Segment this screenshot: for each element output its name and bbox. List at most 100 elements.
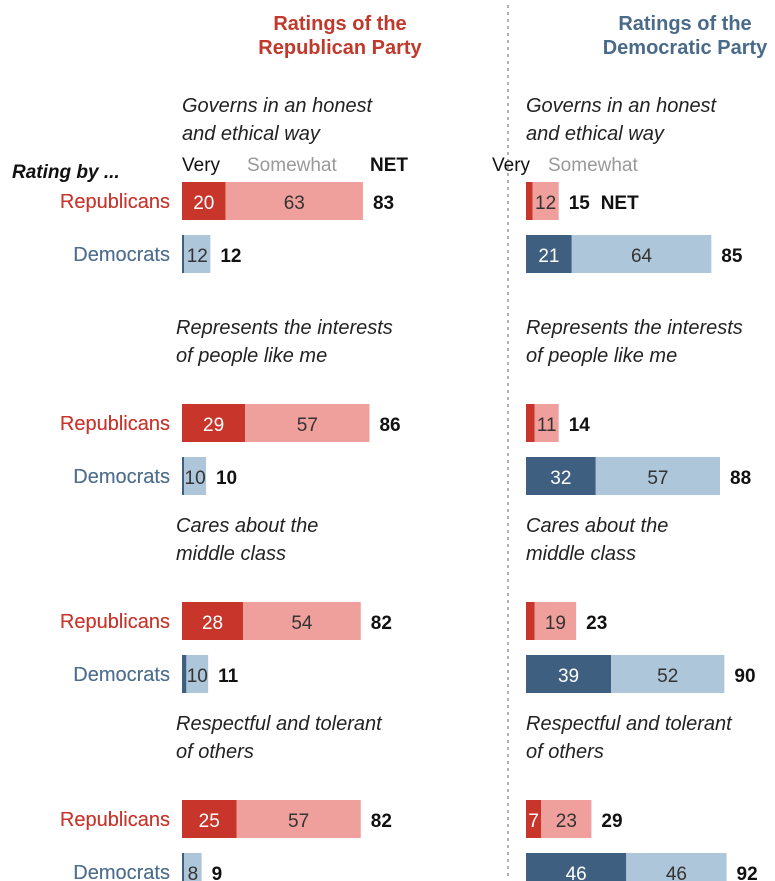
bar-very xyxy=(526,602,535,640)
bar-net-label: 88 xyxy=(730,468,751,489)
group-label-democrats: Democrats xyxy=(73,466,170,488)
bar-somewhat-label: 12 xyxy=(535,193,556,214)
bar-somewhat xyxy=(225,182,363,220)
group-label-republicans: Republicans xyxy=(60,611,170,633)
panel-title: Ratings of the xyxy=(618,13,751,35)
bar-somewhat xyxy=(571,235,712,273)
attribute-label: Governs in an honest xyxy=(182,95,374,117)
bar-very-label: 20 xyxy=(193,193,214,214)
bar-very xyxy=(182,235,185,273)
bar-very-label: 7 xyxy=(528,811,539,832)
bar-very xyxy=(182,182,226,220)
group-label-democrats: Democrats xyxy=(73,664,170,686)
bar-net-label: 90 xyxy=(734,666,755,687)
bar-somewhat xyxy=(184,457,206,495)
bar-net-label: 23 xyxy=(586,613,607,634)
bar-very xyxy=(526,655,612,693)
bar-somewhat xyxy=(534,602,577,640)
group-label-republicans: Republicans xyxy=(60,809,170,831)
bar-somewhat xyxy=(626,853,727,881)
bar-net-label: 83 xyxy=(373,193,394,214)
group-label-republicans: Republicans xyxy=(60,611,170,633)
bar-net-label: 12 xyxy=(220,246,241,267)
header-very: Very xyxy=(182,155,221,176)
bar-somewhat xyxy=(611,655,725,693)
bar-net-label: 82 xyxy=(371,613,392,634)
bar-somewhat-label: 12 xyxy=(187,246,208,267)
header-net: NET xyxy=(370,155,408,176)
bar-very xyxy=(182,602,244,640)
panel-title: Ratings of the xyxy=(273,13,406,35)
bar-very-label: 32 xyxy=(550,468,571,489)
attribute-label: middle class xyxy=(176,543,286,565)
bar-net-label: 86 xyxy=(379,415,400,436)
group-label-republicans: Republicans xyxy=(60,191,170,213)
group-label-republicans: Republicans xyxy=(60,191,170,213)
bar-net-label: 82 xyxy=(371,811,392,832)
bar-somewhat-label: 19 xyxy=(545,613,566,634)
attribute-label: of others xyxy=(176,741,254,763)
attribute-label: middle class xyxy=(526,543,636,565)
bar-somewhat xyxy=(186,655,209,693)
group-label-democrats: Democrats xyxy=(73,244,170,266)
group-label-democrats: Democrats xyxy=(73,664,170,686)
group-label-democrats: Democrats xyxy=(73,862,170,881)
bar-net-label: 85 xyxy=(721,246,743,267)
bar-net-label: 15 xyxy=(569,193,591,214)
group-label-republicans: Republicans xyxy=(60,809,170,831)
bar-somewhat-label: 10 xyxy=(185,468,206,489)
attribute-label: Respectful and tolerant xyxy=(176,713,383,735)
attribute-label: and ethical way xyxy=(526,123,665,145)
bar-net-label: 92 xyxy=(737,864,758,881)
header-somewhat: Somewhat xyxy=(247,155,337,176)
attribute-label: Represents the interests xyxy=(526,317,743,339)
bar-somewhat xyxy=(534,404,559,442)
bar-somewhat xyxy=(541,800,592,838)
header-very: Very xyxy=(492,155,531,176)
bar-very xyxy=(182,800,237,838)
bar-somewhat xyxy=(236,800,361,838)
bar-very xyxy=(526,404,535,442)
bar-very xyxy=(526,457,596,495)
bar-net-label: 11 xyxy=(218,666,239,687)
attribute-label: of people like me xyxy=(526,345,677,367)
bar-somewhat-label: 63 xyxy=(284,193,305,214)
bar-net-label: 9 xyxy=(212,864,223,881)
group-label-republicans: Republicans xyxy=(60,413,170,435)
attribute-label: of people like me xyxy=(176,345,327,367)
bar-net-label: 10 xyxy=(216,468,237,489)
group-label-democrats: Democrats xyxy=(73,244,170,266)
bar-somewhat-label: 57 xyxy=(297,415,318,436)
bar-somewhat-label: 54 xyxy=(291,613,313,634)
panel-title: Republican Party xyxy=(258,37,422,59)
bar-somewhat-label: 8 xyxy=(188,864,199,881)
bar-somewhat-label: 52 xyxy=(657,666,678,687)
attribute-label: of others xyxy=(526,741,604,763)
bar-somewhat-label: 10 xyxy=(187,666,208,687)
attribute-label: Cares about the xyxy=(176,515,318,537)
group-label-democrats: Democrats xyxy=(73,466,170,488)
group-label-democrats: Democrats xyxy=(73,862,170,881)
attribute-label: Represents the interests xyxy=(176,317,393,339)
bar-somewhat xyxy=(243,602,361,640)
bar-somewhat-label: 64 xyxy=(631,246,653,267)
bar-very-label: 21 xyxy=(538,246,559,267)
bar-very-label: 29 xyxy=(203,415,224,436)
bar-somewhat-label: 57 xyxy=(647,468,668,489)
bar-very xyxy=(526,853,627,881)
bar-somewhat-label: 11 xyxy=(537,415,557,436)
group-label-republicans: Republicans xyxy=(60,413,170,435)
bar-somewhat xyxy=(532,182,559,220)
bar-very-label: 28 xyxy=(202,613,223,634)
bar-very xyxy=(526,800,542,838)
bar-very-label: 25 xyxy=(199,811,220,832)
bar-somewhat xyxy=(184,853,202,881)
rating-by-label: Rating by ... xyxy=(12,162,120,183)
attribute-label: and ethical way xyxy=(182,123,321,145)
attribute-label: Governs in an honest xyxy=(526,95,718,117)
bar-somewhat-label: 46 xyxy=(666,864,687,881)
header-net: NET xyxy=(601,193,639,214)
bar-somewhat xyxy=(184,235,211,273)
panel-title: Democratic Party xyxy=(603,37,768,59)
